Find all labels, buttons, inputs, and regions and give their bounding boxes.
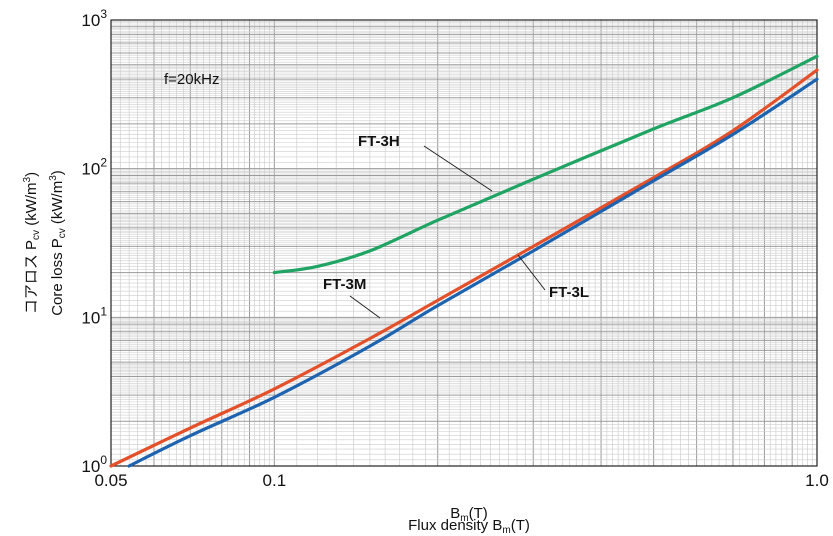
y-axis-title-jp: コアロス Pcv (kW/m3) <box>22 172 42 314</box>
y-tick-label: 100 <box>81 453 107 476</box>
y-tick-base: 10 <box>81 457 100 476</box>
frequency-annotation-text: f=20kHz <box>164 71 219 88</box>
y-tick-label: 101 <box>81 304 107 327</box>
x-axis-title-en-tail: (T) <box>511 517 530 534</box>
series-label-text: FT-3H <box>358 133 400 150</box>
y-axis-title-en: Core loss Pcv (kW/m3) <box>48 170 68 316</box>
grid <box>111 20 817 466</box>
y-axis-title-en-sup: 3 <box>48 175 59 181</box>
series-line-ft-3m <box>109 68 819 468</box>
x-tick-text: 1.0 <box>805 471 829 490</box>
series-line-ft-3h <box>272 54 819 275</box>
x-axis-title-en: Flux density Bm(T) <box>408 517 530 536</box>
y-axis-title-en-mid: (kW/m <box>49 181 66 228</box>
y-tick-exp: 2 <box>100 156 107 170</box>
y-tick-label: 102 <box>81 156 107 179</box>
y-tick-label: 103 <box>81 7 107 30</box>
y-tick-exp: 0 <box>100 453 107 467</box>
x-axis-title-jp-main: B <box>450 505 460 522</box>
x-axis-title-jp-tail: (T) <box>469 505 488 522</box>
series-label-ft-3l: FT-3L <box>549 284 589 301</box>
x-tick-label: 0.05 <box>94 471 127 490</box>
plot-frame <box>110 19 818 467</box>
x-axis-title-jp: Bm(T) <box>450 505 488 524</box>
x-axis-title-jp-sub: m <box>460 513 468 524</box>
y-tick-exp: 3 <box>100 7 107 21</box>
leader-lines <box>349 145 546 319</box>
leader-line-ft-3m <box>349 295 381 319</box>
y-axis-title-en-sub: cv <box>57 228 68 238</box>
leader-line-ft-3h <box>423 145 493 192</box>
y-axis-title-jp-main: コアロス P <box>23 240 40 314</box>
y-axis-title-jp-tail: ) <box>23 172 40 177</box>
x-tick-text: 0.05 <box>94 471 127 490</box>
series-label-ft-3m: FT-3M <box>323 276 366 293</box>
series-layer <box>109 54 819 468</box>
series-label-ft-3h: FT-3H <box>358 133 400 150</box>
y-axis-title-en-tail: ) <box>49 170 66 175</box>
y-axis-title-en-main: Core loss P <box>49 238 66 316</box>
series-label-text: FT-3L <box>549 284 589 301</box>
x-tick-label: 0.1 <box>263 471 287 490</box>
y-axis-title-jp-sup: 3 <box>22 176 33 182</box>
leader-line-ft-3l <box>517 254 546 291</box>
x-tick-text: 0.1 <box>263 471 287 490</box>
y-tick-base: 10 <box>81 160 100 179</box>
x-tick-label: 1.0 <box>805 471 829 490</box>
y-tick-exp: 1 <box>100 304 107 318</box>
series-label-text: FT-3M <box>323 276 366 293</box>
y-axis-title-jp-sub: cv <box>31 230 42 240</box>
series-line-ft-3l <box>127 77 819 468</box>
y-tick-base: 10 <box>81 308 100 327</box>
x-axis-title-en-sub: m <box>502 525 510 536</box>
y-tick-base: 10 <box>81 11 100 30</box>
x-axis-title-en-main: Flux density B <box>408 517 502 534</box>
y-axis-title-jp-mid: (kW/m <box>23 182 40 229</box>
frequency-annotation: f=20kHz <box>164 71 219 88</box>
